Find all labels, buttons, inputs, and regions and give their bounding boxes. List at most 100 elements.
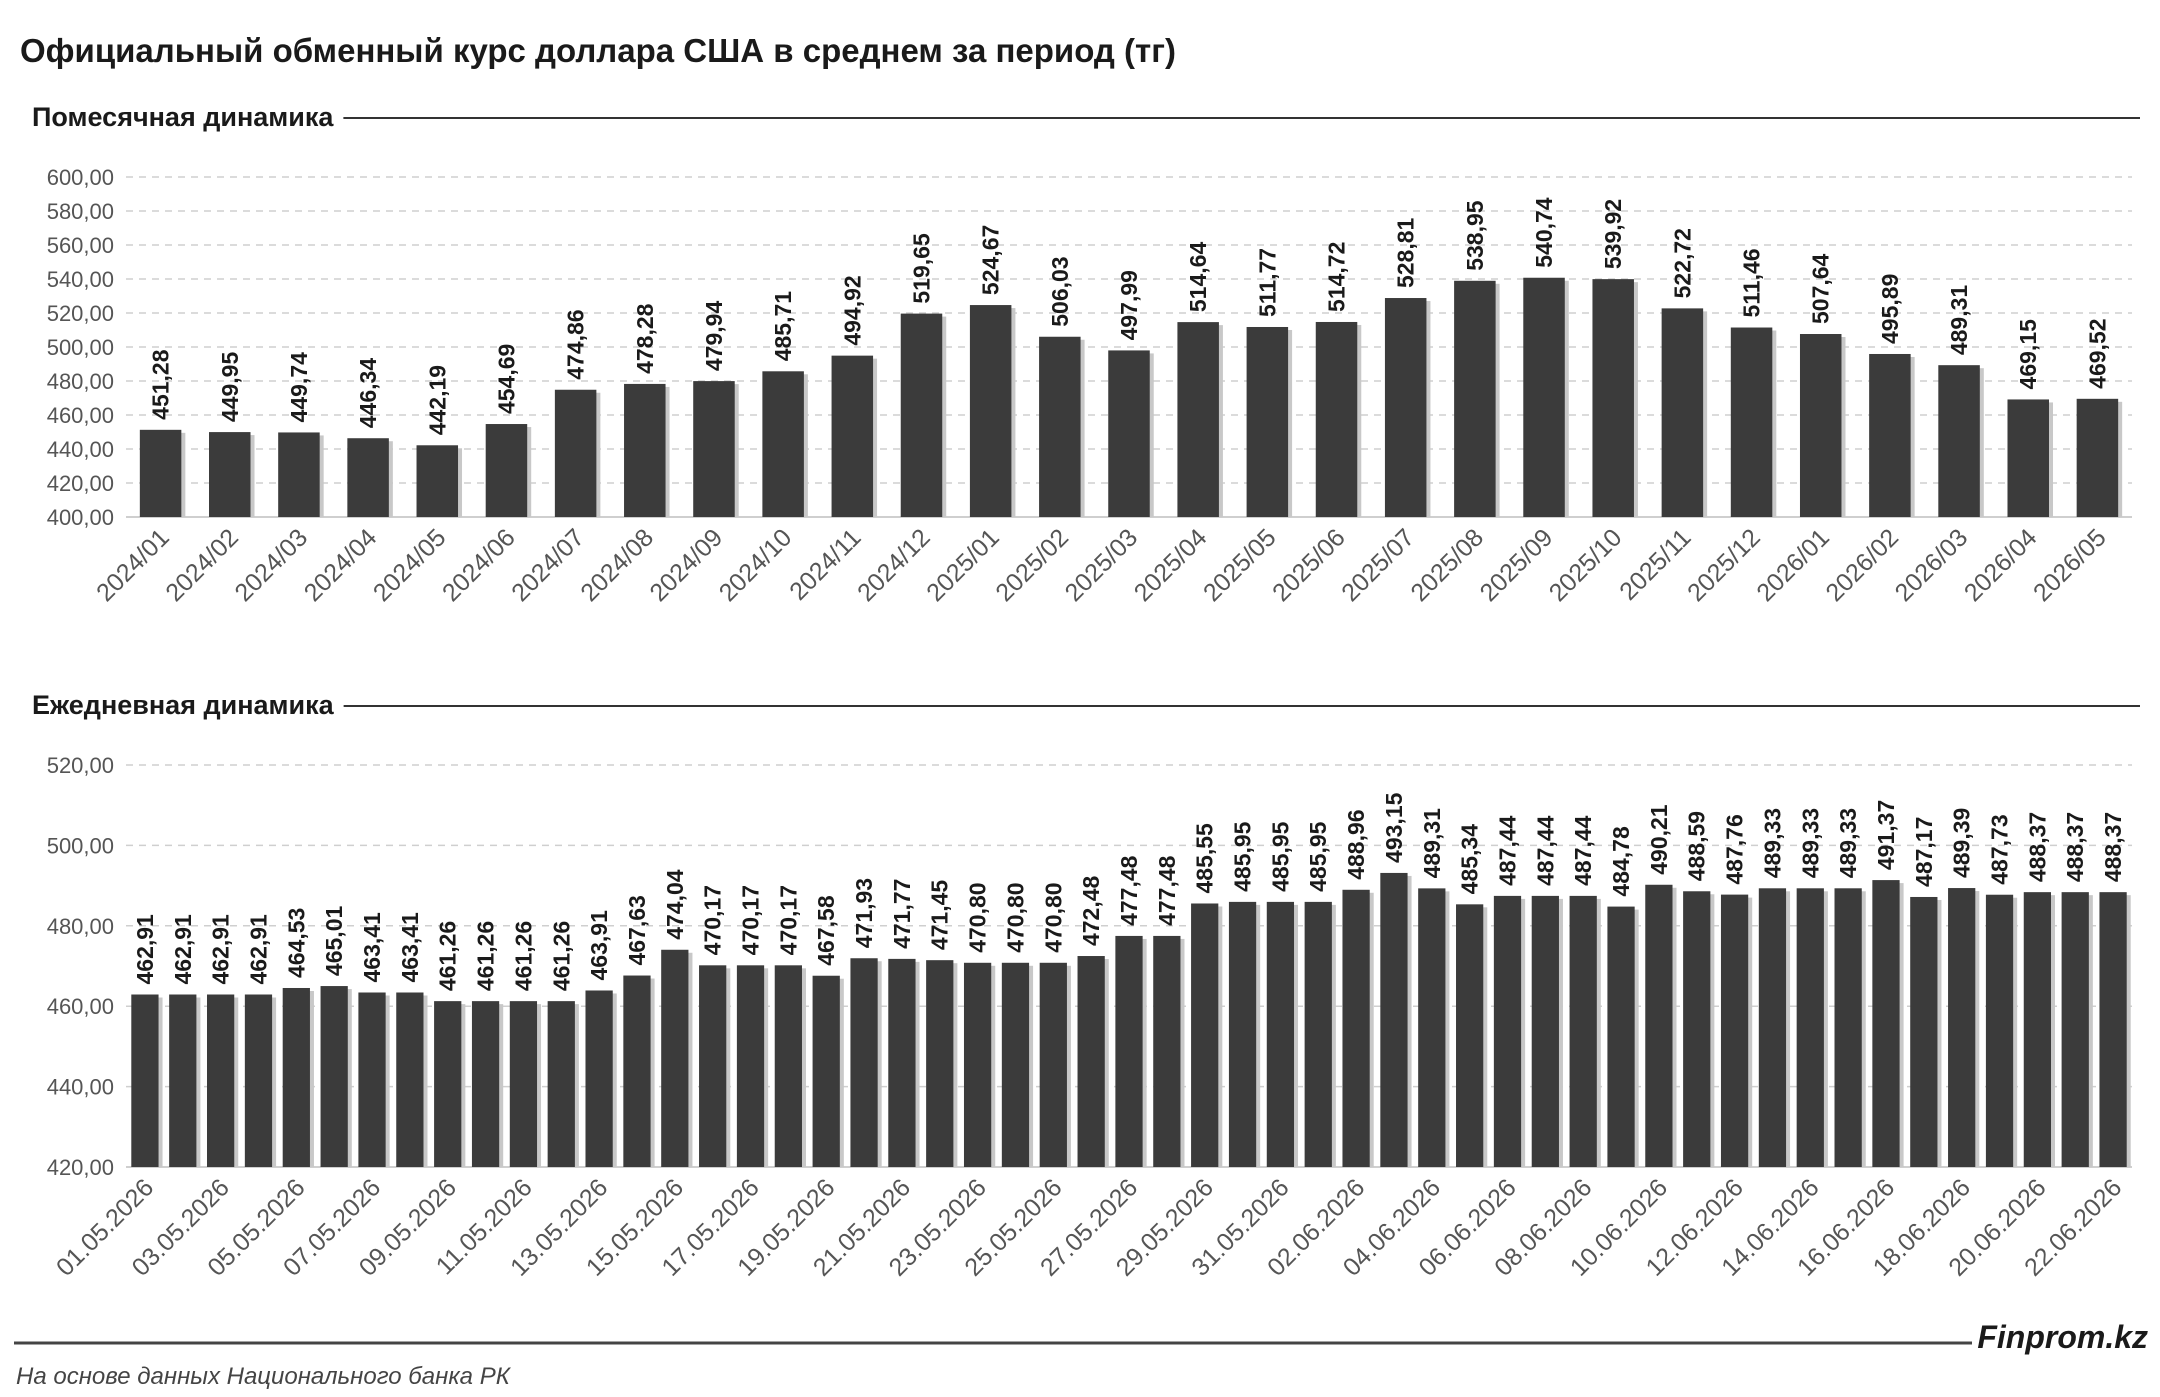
- daily-data-label: 470,17: [775, 885, 801, 955]
- daily-bar: [1948, 888, 1976, 1167]
- monthly-bar: [485, 424, 528, 517]
- monthly-bar: [1592, 279, 1634, 517]
- brand-logo: Finprom.kz: [1977, 1319, 2148, 1355]
- monthly-data-label: 446,34: [355, 358, 381, 429]
- daily-y-tick-label: 520,00: [47, 753, 114, 778]
- daily-data-label: 470,80: [1040, 882, 1066, 952]
- daily-bar: [1683, 891, 1711, 1167]
- monthly-x-tick-label: 2024/02: [160, 523, 244, 607]
- daily-bar: [1569, 895, 1597, 1167]
- monthly-bar: [416, 445, 459, 517]
- monthly-bar: [1869, 353, 1911, 517]
- monthly-bar: [2007, 399, 2049, 517]
- daily-data-label: 471,45: [927, 880, 953, 951]
- monthly-bar: [278, 432, 320, 517]
- monthly-data-label: 451,28: [148, 349, 174, 420]
- daily-bar: [358, 992, 386, 1167]
- monthly-bar: [2076, 398, 2119, 517]
- monthly-data-label: 511,46: [1739, 248, 1765, 317]
- daily-bar: [396, 992, 424, 1167]
- monthly-x-tick-label: 2026/01: [1751, 523, 1835, 607]
- daily-bar: [1380, 872, 1408, 1167]
- monthly-data-label: 485,71: [770, 291, 796, 362]
- daily-bar: [888, 958, 916, 1167]
- monthly-bar: [831, 355, 874, 517]
- daily-data-label: 462,91: [245, 914, 271, 985]
- daily-y-tick-label: 460,00: [47, 994, 114, 1019]
- monthly-x-tick-label: 2024/06: [437, 523, 521, 607]
- daily-data-label: 485,34: [1457, 824, 1483, 895]
- monthly-y-tick-label: 420,00: [47, 471, 114, 496]
- monthly-data-label: 469,15: [2015, 319, 2041, 390]
- daily-bar: [1266, 901, 1295, 1167]
- daily-data-label: 461,26: [435, 921, 461, 991]
- monthly-bar: [1246, 326, 1289, 517]
- daily-data-label: 487,73: [1987, 814, 2013, 884]
- monthly-data-label: 497,99: [1116, 270, 1142, 340]
- monthly-x-tick-label: 2024/09: [645, 523, 729, 607]
- daily-data-label: 491,37: [1873, 800, 1899, 870]
- daily-bar: [1001, 962, 1030, 1167]
- daily-bar: [2061, 892, 2089, 1167]
- monthly-bar: [969, 305, 1012, 517]
- monthly-bar: [554, 389, 597, 517]
- daily-data-label: 490,21: [1646, 804, 1672, 875]
- monthly-data-label: 489,31: [1946, 285, 1972, 356]
- monthly-data-label: 474,86: [563, 309, 589, 379]
- monthly-y-tick-label: 440,00: [47, 437, 114, 462]
- monthly-x-tick-label: 2026/05: [2028, 523, 2112, 607]
- daily-bar: [206, 994, 235, 1167]
- daily-data-label: 461,26: [510, 921, 536, 991]
- daily-data-label: 487,44: [1494, 815, 1520, 886]
- daily-data-label: 474,04: [662, 869, 688, 940]
- daily-data-label: 489,31: [1419, 808, 1445, 879]
- daily-y-tick-label: 480,00: [47, 914, 114, 939]
- footer: Finprom.kz На основе данных Национальног…: [14, 1319, 2148, 1390]
- daily-data-label: 477,48: [1116, 855, 1142, 926]
- daily-data-label: 467,63: [624, 895, 650, 965]
- daily-data-label: 463,91: [586, 910, 612, 981]
- monthly-data-label: 538,95: [1462, 200, 1488, 271]
- daily-bar: [1531, 895, 1559, 1167]
- daily-bar: [282, 987, 310, 1167]
- daily-bar: [736, 965, 765, 1167]
- monthly-y-tick-label: 520,00: [47, 301, 114, 326]
- daily-data-label: 488,96: [1343, 809, 1369, 879]
- daily-bar: [1720, 894, 1749, 1167]
- daily-bar: [585, 990, 613, 1167]
- monthly-bar-chart: 400,00 420,00 440,00 460,00 480,00 500,00 520,…: [47, 165, 2132, 607]
- monthly-x-tick-label: 2026/04: [1959, 523, 2043, 607]
- monthly-data-label: 522,72: [1669, 228, 1695, 298]
- daily-bar: [320, 986, 348, 1167]
- monthly-y-tick-label: 480,00: [47, 369, 114, 394]
- monthly-x-tick-label: 2026/03: [1890, 523, 1974, 607]
- daily-data-label: 493,15: [1381, 792, 1407, 863]
- monthly-x-tick-label: 2025/04: [1129, 523, 1213, 607]
- daily-bar: [1115, 935, 1143, 1167]
- monthly-bar: [900, 313, 943, 517]
- monthly-x-tick-label: 2025/11: [1614, 523, 1696, 605]
- monthly-y-tick-label: 500,00: [47, 335, 114, 360]
- monthly-x-tick-label: 2024/01: [91, 523, 175, 607]
- monthly-data-label: 494,92: [839, 275, 865, 345]
- daily-bar: [1304, 901, 1332, 1167]
- daily-data-label: 488,59: [1684, 811, 1710, 881]
- monthly-bar: [1177, 322, 1219, 517]
- daily-bar: [2023, 892, 2052, 1167]
- daily-data-label: 485,95: [1230, 821, 1256, 892]
- daily-data-label: 463,41: [359, 912, 385, 983]
- daily-data-label: 487,44: [1570, 815, 1596, 886]
- daily-bar: [244, 994, 273, 1167]
- monthly-bar: [1523, 277, 1565, 517]
- monthly-data-label: 449,95: [217, 352, 243, 423]
- daily-bar-chart: 420,00 440,00 460,00 480,00 500,00 520,00 462,…: [47, 753, 2132, 1282]
- daily-bar: [1456, 904, 1484, 1167]
- monthly-bar: [1730, 327, 1773, 517]
- monthly-data-label: 511,77: [1254, 248, 1280, 317]
- monthly-x-tick-label: 2024/08: [575, 523, 659, 607]
- daily-data-label: 465,01: [321, 906, 347, 977]
- monthly-x-tick-label: 2025/03: [1060, 523, 1144, 607]
- monthly-data-label: 495,89: [1877, 274, 1903, 344]
- daily-data-label: 470,80: [965, 882, 991, 952]
- daily-data-label: 487,44: [1532, 815, 1558, 886]
